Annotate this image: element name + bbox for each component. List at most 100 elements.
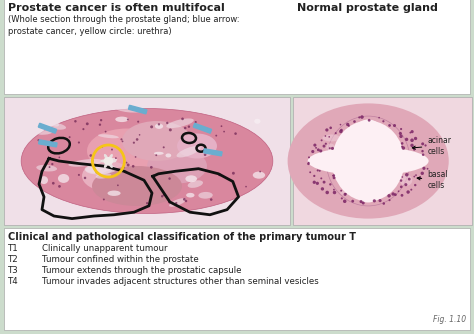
Ellipse shape <box>85 164 117 174</box>
Circle shape <box>339 130 343 133</box>
FancyBboxPatch shape <box>293 97 472 225</box>
Circle shape <box>146 202 148 204</box>
Ellipse shape <box>82 161 132 191</box>
Circle shape <box>401 146 403 148</box>
Ellipse shape <box>115 117 128 122</box>
Circle shape <box>317 169 319 171</box>
Circle shape <box>161 195 164 197</box>
Text: (Whole section through the prostate gland; blue arrow:
prostate cancer, yellow c: (Whole section through the prostate glan… <box>8 15 239 36</box>
Circle shape <box>360 115 364 119</box>
Circle shape <box>135 156 137 158</box>
Circle shape <box>259 171 261 172</box>
Circle shape <box>333 176 336 179</box>
Text: Tumour extends through the prostatic capsule: Tumour extends through the prostatic cap… <box>42 266 241 275</box>
Circle shape <box>345 193 346 195</box>
Text: Normal prostate gland: Normal prostate gland <box>297 3 438 13</box>
Circle shape <box>422 153 424 156</box>
Ellipse shape <box>198 192 213 199</box>
Circle shape <box>166 122 168 124</box>
Circle shape <box>126 162 128 164</box>
Circle shape <box>405 138 408 141</box>
Circle shape <box>111 149 113 151</box>
Circle shape <box>311 150 314 153</box>
Circle shape <box>78 141 80 144</box>
Circle shape <box>319 170 321 172</box>
Ellipse shape <box>21 109 273 213</box>
Circle shape <box>333 191 336 194</box>
FancyArrow shape <box>128 105 147 114</box>
Circle shape <box>96 172 97 173</box>
Circle shape <box>158 123 160 126</box>
Circle shape <box>410 130 414 133</box>
Circle shape <box>69 136 71 138</box>
Ellipse shape <box>166 119 194 128</box>
Circle shape <box>127 119 129 121</box>
Circle shape <box>329 127 332 129</box>
Ellipse shape <box>147 149 207 183</box>
Circle shape <box>406 190 410 194</box>
Ellipse shape <box>85 165 112 175</box>
Ellipse shape <box>87 129 167 173</box>
Circle shape <box>49 166 51 168</box>
Ellipse shape <box>104 154 108 159</box>
Circle shape <box>325 143 327 145</box>
Ellipse shape <box>186 193 194 197</box>
Circle shape <box>101 146 103 148</box>
Ellipse shape <box>115 106 142 113</box>
Text: Fig. 1.10: Fig. 1.10 <box>433 315 466 324</box>
Circle shape <box>74 120 77 123</box>
FancyArrow shape <box>38 123 56 133</box>
Ellipse shape <box>58 174 69 183</box>
Circle shape <box>105 131 107 133</box>
Circle shape <box>353 120 356 123</box>
Ellipse shape <box>357 162 372 173</box>
Ellipse shape <box>185 175 197 182</box>
Circle shape <box>329 147 331 149</box>
Circle shape <box>320 177 322 179</box>
Text: T4: T4 <box>8 277 19 286</box>
Ellipse shape <box>122 121 192 161</box>
Circle shape <box>169 129 172 131</box>
Circle shape <box>223 131 225 133</box>
Circle shape <box>99 124 101 126</box>
Circle shape <box>410 139 414 142</box>
Circle shape <box>150 166 153 169</box>
Ellipse shape <box>345 186 365 195</box>
Circle shape <box>400 179 402 182</box>
Circle shape <box>139 134 140 136</box>
Circle shape <box>122 141 123 142</box>
Circle shape <box>120 138 123 140</box>
Circle shape <box>184 127 186 129</box>
Circle shape <box>323 181 326 184</box>
Circle shape <box>401 194 403 197</box>
Ellipse shape <box>36 130 53 135</box>
Circle shape <box>183 198 186 201</box>
Circle shape <box>219 173 221 176</box>
Circle shape <box>321 187 324 191</box>
Circle shape <box>401 176 403 178</box>
Circle shape <box>163 193 165 196</box>
Circle shape <box>325 135 326 137</box>
Circle shape <box>399 135 403 138</box>
Circle shape <box>155 154 157 156</box>
Circle shape <box>400 185 402 188</box>
Circle shape <box>379 199 382 202</box>
Circle shape <box>185 200 187 202</box>
Text: T3: T3 <box>8 266 19 275</box>
Ellipse shape <box>165 153 171 157</box>
Circle shape <box>413 148 416 151</box>
FancyArrow shape <box>204 149 222 156</box>
Circle shape <box>58 185 61 188</box>
Circle shape <box>373 199 376 202</box>
Ellipse shape <box>177 134 217 159</box>
Circle shape <box>389 199 391 201</box>
Circle shape <box>168 177 171 180</box>
Circle shape <box>388 124 391 127</box>
Ellipse shape <box>340 190 352 195</box>
Circle shape <box>408 178 410 181</box>
Circle shape <box>195 121 197 123</box>
FancyArrow shape <box>193 123 211 133</box>
Circle shape <box>398 190 400 192</box>
Circle shape <box>401 142 403 145</box>
Circle shape <box>331 147 334 150</box>
